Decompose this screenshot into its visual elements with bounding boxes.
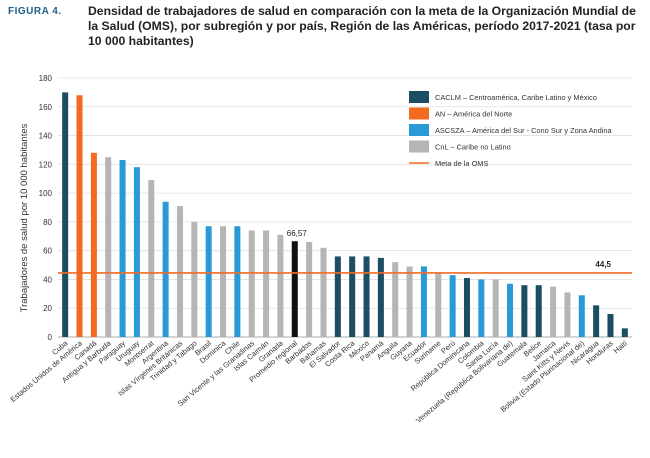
bar xyxy=(578,295,585,337)
bar xyxy=(621,328,628,337)
legend-label: Meta de la OMS xyxy=(435,159,488,168)
bar xyxy=(406,266,413,337)
x-tick-label: Haití xyxy=(612,338,630,355)
bar xyxy=(90,152,97,337)
bar xyxy=(363,256,370,337)
bar xyxy=(449,275,456,337)
bar xyxy=(162,201,169,337)
y-tick-label: 180 xyxy=(39,74,53,83)
bar xyxy=(507,283,514,337)
y-axis-ticks: 0 20 40 60 80 100 120 140 160 180 xyxy=(39,74,53,342)
bar xyxy=(564,292,571,337)
y-tick-label: 60 xyxy=(43,247,52,256)
bar xyxy=(263,230,270,337)
bar xyxy=(420,266,427,337)
legend-label: AN – América del Norte xyxy=(435,110,512,119)
figure-label: FIGURA 4. xyxy=(8,6,62,17)
bar xyxy=(535,285,542,337)
bar xyxy=(176,206,183,337)
bar xyxy=(191,221,198,337)
legend-label: CnL – Caribe no Latino xyxy=(435,143,511,152)
legend-swatch xyxy=(409,91,429,103)
bar xyxy=(76,95,83,338)
bar xyxy=(435,272,442,337)
legend-label: CACLM – Centroamérica, Caribe Latino y M… xyxy=(435,93,597,102)
y-tick-label: 40 xyxy=(43,275,52,284)
bar xyxy=(148,180,155,337)
bar xyxy=(291,241,298,337)
bar xyxy=(277,234,284,337)
y-tick-label: 140 xyxy=(39,132,53,141)
bar xyxy=(320,247,327,337)
bar xyxy=(492,279,499,337)
bar xyxy=(349,256,356,337)
annotations: 66,57 xyxy=(287,229,308,238)
y-tick-label: 160 xyxy=(39,103,53,112)
y-axis-label: Trabajadores de salud por 10 000 habitan… xyxy=(19,123,30,312)
bar xyxy=(550,286,557,337)
bar xyxy=(463,278,470,337)
y-tick-label: 20 xyxy=(43,304,52,313)
bar xyxy=(248,230,255,337)
bar xyxy=(62,92,69,337)
bar xyxy=(105,157,112,337)
bar xyxy=(377,257,384,337)
bar xyxy=(119,160,126,337)
bar xyxy=(521,285,528,337)
y-tick-label: 100 xyxy=(39,189,53,198)
meta-oms-label: 44,5 xyxy=(595,260,611,269)
legend-swatch xyxy=(409,124,429,136)
legend: CACLM – Centroamérica, Caribe Latino y M… xyxy=(409,91,613,168)
bar xyxy=(220,226,227,337)
bar xyxy=(234,226,241,337)
bar xyxy=(306,242,313,337)
y-tick-label: 0 xyxy=(48,333,53,342)
bar xyxy=(334,256,341,337)
bar xyxy=(205,226,212,337)
figure-title: Densidad de trabajadores de salud en com… xyxy=(88,4,636,48)
data-label: 66,57 xyxy=(287,229,308,238)
legend-swatch xyxy=(409,140,429,153)
y-tick-label: 120 xyxy=(39,160,53,169)
reference-line: 44,5 xyxy=(58,260,632,274)
bar xyxy=(133,167,140,337)
bars xyxy=(62,92,628,338)
y-tick-label: 80 xyxy=(43,218,52,227)
legend-swatch xyxy=(409,107,429,120)
legend-label: ASCSZA – América del Sur - Cono Sur y Zo… xyxy=(435,126,613,135)
grid-lines xyxy=(58,77,632,338)
bar xyxy=(607,313,614,337)
bar xyxy=(392,262,399,337)
bar xyxy=(593,305,600,337)
bar xyxy=(478,279,485,337)
